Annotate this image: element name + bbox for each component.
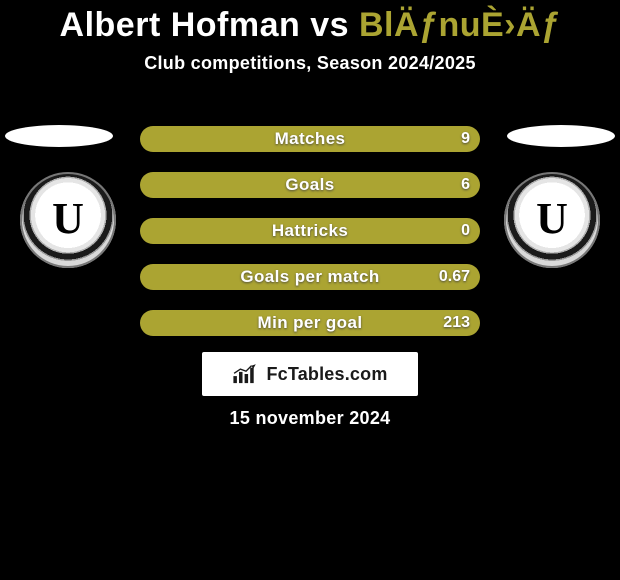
right-club-initial: U (536, 193, 568, 244)
left-club-badge: U (20, 172, 116, 268)
subtitle: Club competitions, Season 2024/2025 (0, 53, 620, 74)
stat-value: 9 (461, 126, 470, 152)
stat-value: 6 (461, 172, 470, 198)
brand-name: FcTables (266, 364, 344, 384)
brand-chart-icon (232, 363, 260, 385)
page-title: Albert Hofman vs BlÄƒnuÈ›Äƒ (0, 0, 620, 45)
comparison-card: Albert Hofman vs BlÄƒnuÈ›Äƒ Club competi… (0, 0, 620, 580)
left-country-ellipse (5, 125, 113, 147)
brand-text: FcTables.com (266, 364, 387, 385)
brand-badge: FcTables.com (202, 352, 418, 396)
stat-row: Hattricks 0 (140, 218, 480, 244)
stats-table: Matches 9 Goals 6 Hattricks 0 Goals per … (140, 126, 480, 356)
date-text: 15 november 2024 (0, 408, 620, 429)
stat-value: 0 (461, 218, 470, 244)
stat-label: Goals (140, 172, 480, 198)
stat-label: Hattricks (140, 218, 480, 244)
stat-label: Matches (140, 126, 480, 152)
stat-value: 0.67 (439, 264, 470, 290)
player1-name: Albert Hofman (60, 6, 301, 44)
brand-suffix: .com (345, 364, 388, 384)
stat-label: Goals per match (140, 264, 480, 290)
right-club-badge: U (504, 172, 600, 268)
right-country-ellipse (507, 125, 615, 147)
stat-label: Min per goal (140, 310, 480, 336)
stat-row: Min per goal 213 (140, 310, 480, 336)
stat-row: Goals 6 (140, 172, 480, 198)
player2-name: BlÄƒnuÈ›Äƒ (359, 6, 560, 44)
left-club-initial: U (52, 193, 84, 244)
stat-row: Matches 9 (140, 126, 480, 152)
vs-separator: vs (300, 6, 359, 44)
stat-row: Goals per match 0.67 (140, 264, 480, 290)
stat-value: 213 (443, 310, 470, 336)
